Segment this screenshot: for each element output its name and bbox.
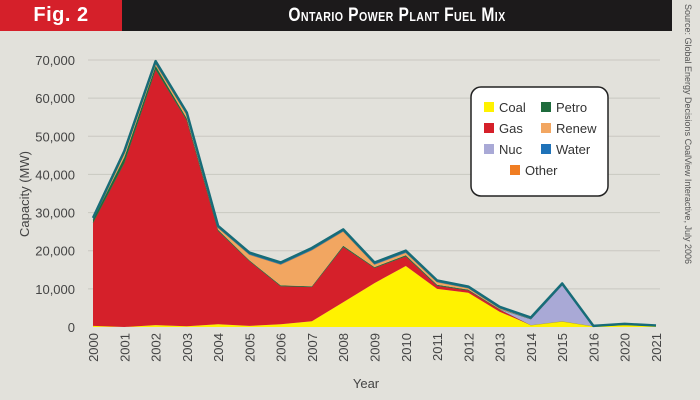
chart-title: Ontario Power Plant Fuel Mix [288,5,506,26]
x-tick-label: 2006 [274,333,289,362]
x-tick-labels: 2000 2001 2002 2003 2004 2005 2006 2007 2008 2009… [86,333,664,362]
legend-swatch-water [541,144,551,154]
x-tick-label: 2002 [149,333,164,362]
x-tick-label: 2014 [524,333,539,362]
top-outline [91,59,657,328]
legend-label: Petro [556,100,587,115]
legend-item-other: Other [510,163,558,178]
y-tick-label: 20,000 [35,244,75,259]
y-tick-label: 60,000 [35,91,75,106]
x-tick-label: 2004 [211,333,226,362]
y-tick-label: 40,000 [35,167,75,182]
legend-item-nuc: Nuc [484,142,523,157]
area-coal [93,266,656,327]
legend-swatch-nuc [484,144,494,154]
y-tick-label: 50,000 [35,129,75,144]
legend-item-coal: Coal [484,100,526,115]
legend-label: Coal [499,100,526,115]
total-outline [91,59,657,328]
legend: Coal Petro Gas Renew Nuc Water Other [470,86,609,197]
legend-swatch-petro [541,102,551,112]
legend-swatch-renew [541,123,551,133]
legend-item-renew: Renew [541,121,597,136]
x-axis-label: Year [353,376,380,391]
legend-label: Nuc [499,142,523,157]
legend-swatch-other [510,165,520,175]
header-bar: Fig. 2 Ontario Power Plant Fuel Mix [0,0,672,31]
figure-label: Fig. 2 [0,0,122,31]
x-tick-label: 2008 [336,333,351,362]
y-tick-label: 70,000 [35,53,75,68]
y-tick-label: 10,000 [35,282,75,297]
x-tick-label: 2001 [117,333,132,362]
x-tick-label: 2003 [180,333,195,362]
legend-label: Gas [499,121,523,136]
x-tick-label: 2005 [242,333,257,362]
legend-label: Other [525,163,558,178]
x-tick-label: 2011 [430,333,445,361]
x-tick-label: 2012 [461,333,476,362]
x-tick-label: 2013 [493,333,508,362]
y-axis-label: Capacity (MW) [17,151,32,237]
x-tick-label: 2007 [305,333,320,362]
area-gas [93,69,656,327]
x-tick-label: 2016 [586,333,601,362]
legend-box [470,86,609,197]
legend-label: Water [556,142,591,157]
legend-swatch-gas [484,123,494,133]
legend-item-petro: Petro [541,100,587,115]
x-tick-label: 2000 [86,333,101,362]
x-tick-label: 2015 [555,333,570,362]
y-tick-labels: 0 10,000 20,000 30,000 40,000 50,000 60,000 70,… [35,53,75,335]
y-tick-label: 30,000 [35,206,75,221]
legend-item-water: Water [541,142,591,157]
legend-label: Renew [556,121,597,136]
x-tick-label: 2010 [399,333,414,362]
y-tick-label: 0 [68,320,75,335]
x-tick-label: 2021 [649,333,664,362]
x-tick-label: 2020 [618,333,633,362]
legend-item-gas: Gas [484,121,523,136]
x-tick-label: 2009 [368,333,383,362]
legend-swatch-coal [484,102,494,112]
